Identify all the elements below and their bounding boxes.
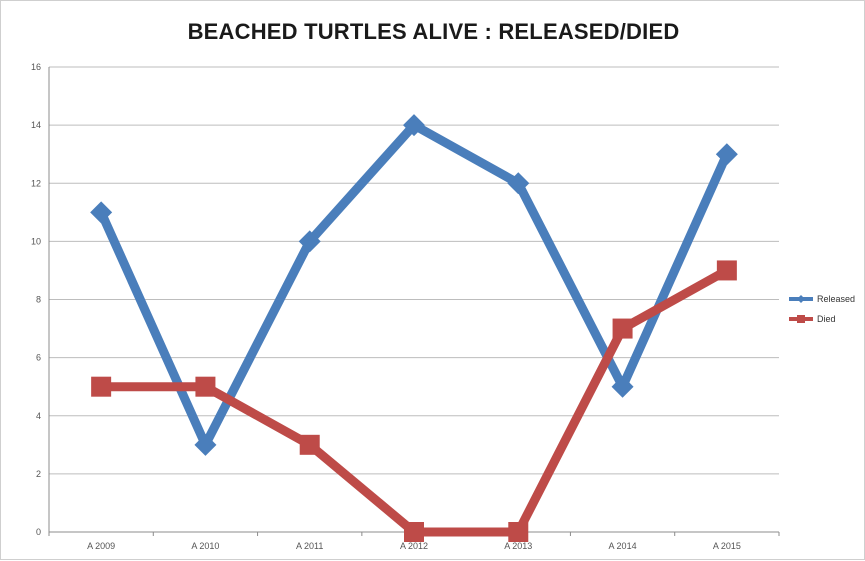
data-point-released	[715, 143, 738, 166]
x-tick-label: A 2013	[504, 541, 532, 551]
series-line-died	[96, 265, 732, 537]
chart-title: BEACHED TURTLES ALIVE : RELEASED/DIED	[187, 19, 680, 44]
data-point-released	[403, 114, 425, 137]
data-point-released	[507, 172, 530, 195]
y-tick-label: 14	[31, 120, 41, 130]
legend-marker	[797, 295, 805, 303]
y-tick-label: 2	[36, 469, 41, 479]
y-tick-label: 0	[36, 527, 41, 537]
data-point-released	[298, 230, 321, 253]
legend-label-died: Died	[817, 314, 836, 324]
y-tick-label: 10	[31, 236, 41, 246]
y-tick-label: 12	[31, 178, 41, 188]
x-tick-label: A 2012	[400, 541, 428, 551]
y-tick-label: 8	[36, 295, 41, 305]
data-point-released	[194, 433, 217, 456]
x-tick-label: A 2009	[87, 541, 115, 551]
data-point-released	[611, 375, 634, 398]
data-point-died	[612, 318, 633, 339]
series-line-released	[96, 120, 732, 450]
y-tick-label: 6	[36, 353, 41, 363]
data-point-died	[299, 434, 320, 455]
data-point-died	[91, 376, 112, 397]
data-point-died	[404, 522, 424, 542]
x-tick-label: A 2011	[296, 541, 323, 551]
data-point-died	[508, 522, 529, 542]
legend-label-released: Released	[817, 294, 855, 304]
data-point-died	[716, 260, 737, 281]
data-point-released	[90, 201, 113, 224]
x-tick-label: A 2015	[713, 541, 741, 551]
y-tick-label: 16	[31, 62, 41, 72]
data-point-died	[195, 376, 216, 397]
x-tick-label: A 2014	[609, 541, 637, 551]
x-tick-label: A 2010	[191, 541, 219, 551]
legend-marker	[797, 315, 805, 323]
y-tick-label: 4	[36, 411, 41, 421]
